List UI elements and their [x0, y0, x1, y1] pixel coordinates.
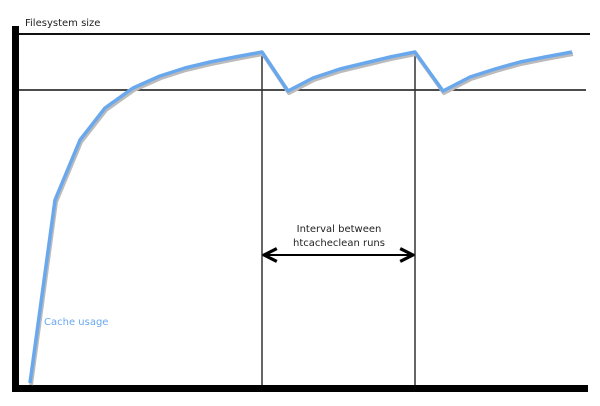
cache-usage-curve: [28, 50, 573, 384]
x-axis: [12, 385, 588, 392]
y-axis: [12, 26, 19, 392]
y-axis-label: Filesystem size: [25, 18, 100, 29]
interval-label-line2: htcacheclean runs: [293, 238, 385, 249]
cache-usage-shadow: [29, 52, 574, 386]
interval-label-line1: Interval between: [297, 224, 382, 235]
cache-usage-label: Cache usage: [44, 317, 108, 328]
